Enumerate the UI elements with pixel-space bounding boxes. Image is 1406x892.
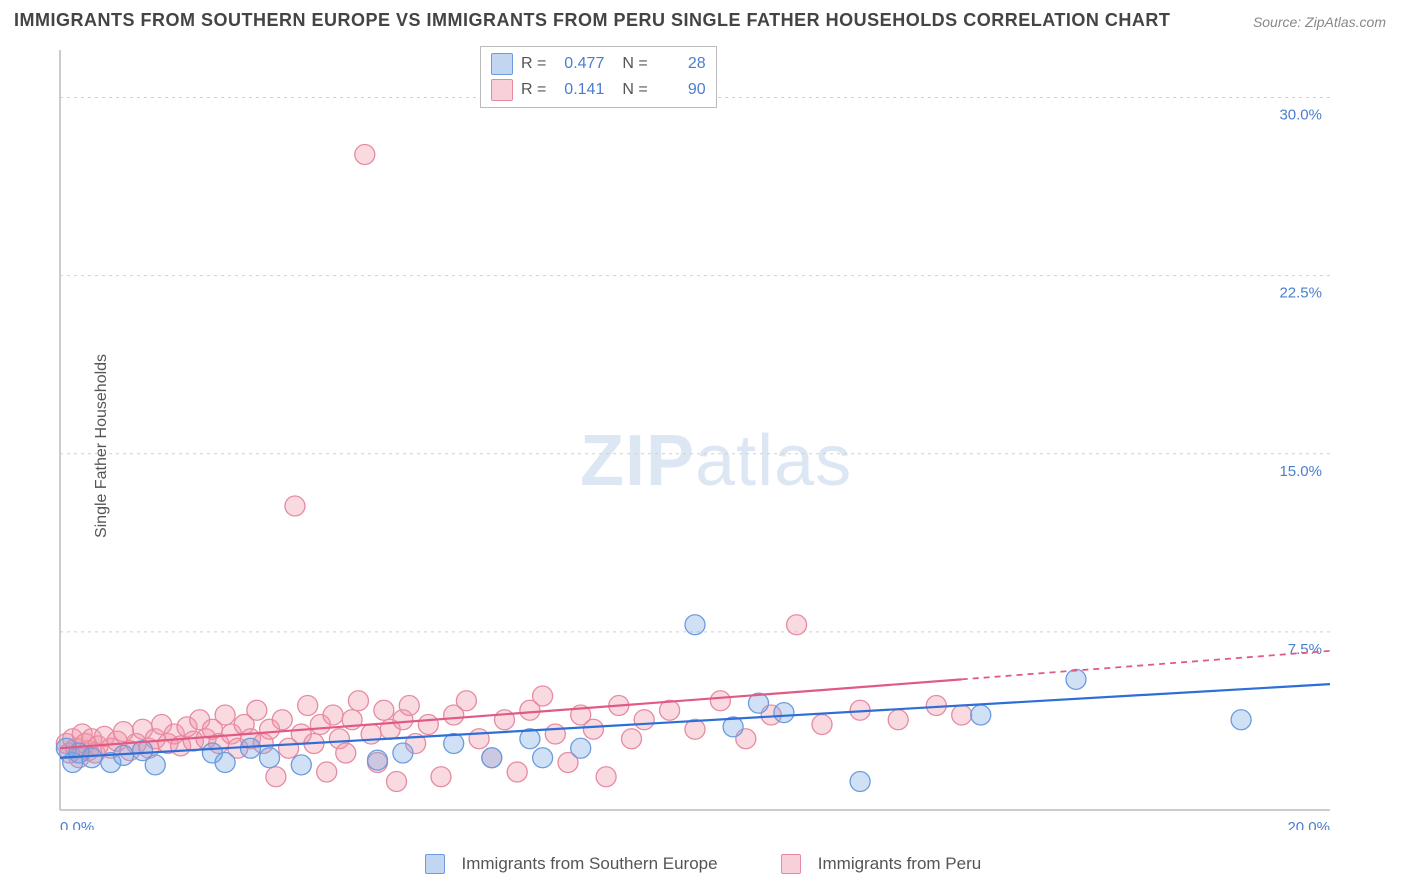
correlation-legend: R = 0.477 N = 28 R = 0.141 N = 90	[480, 46, 717, 108]
n-value: 90	[656, 81, 706, 99]
svg-text:20.0%: 20.0%	[1287, 819, 1330, 830]
svg-text:22.5%: 22.5%	[1279, 285, 1322, 302]
series-label: Immigrants from Peru	[818, 854, 981, 873]
n-value: 28	[656, 55, 706, 73]
svg-text:7.5%: 7.5%	[1288, 641, 1322, 658]
svg-text:15.0%: 15.0%	[1279, 463, 1322, 480]
legend-row: R = 0.477 N = 28	[491, 51, 706, 77]
svg-text:30.0%: 30.0%	[1279, 107, 1322, 124]
svg-text:0.0%: 0.0%	[60, 819, 94, 830]
scatter-plot: 7.5% 15.0% 22.5% 30.0% 0.0% 20.0%	[50, 40, 1360, 830]
legend-swatch-icon	[425, 854, 445, 874]
legend-swatch-icon	[491, 79, 513, 101]
r-value: 0.477	[554, 55, 604, 73]
r-label: R =	[521, 81, 546, 99]
r-label: R =	[521, 55, 546, 73]
source-label: Source: ZipAtlas.com	[1253, 14, 1386, 30]
chart-title: IMMIGRANTS FROM SOUTHERN EUROPE VS IMMIG…	[14, 10, 1170, 31]
legend-swatch-icon	[491, 53, 513, 75]
r-value: 0.141	[554, 81, 604, 99]
series-legend: Immigrants from Southern Europe Immigran…	[0, 853, 1406, 874]
n-label: N =	[622, 81, 647, 99]
legend-row: R = 0.141 N = 90	[491, 77, 706, 103]
series-label: Immigrants from Southern Europe	[462, 854, 718, 873]
legend-swatch-icon	[781, 854, 801, 874]
n-label: N =	[622, 55, 647, 73]
